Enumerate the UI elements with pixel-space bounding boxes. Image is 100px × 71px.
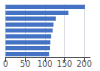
svg-text:150: 150 [57,60,72,69]
svg-text:200: 200 [76,60,91,69]
svg-text:100: 100 [37,60,52,69]
svg-text:0: 0 [3,60,8,69]
svg-text:50: 50 [20,60,30,69]
